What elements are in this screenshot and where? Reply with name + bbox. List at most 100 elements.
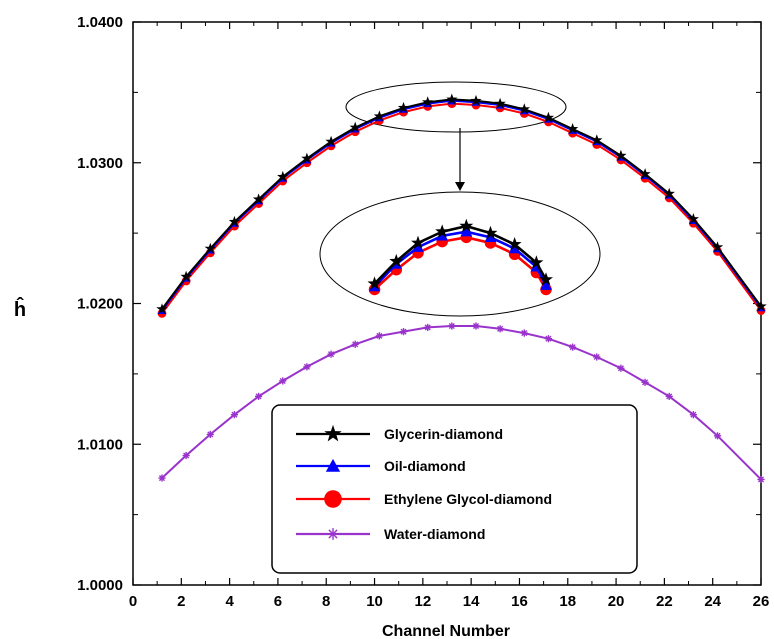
asterisk-marker — [641, 378, 649, 386]
triangle-marker — [508, 242, 521, 254]
y-tick-label: 1.0100 — [77, 436, 123, 453]
star-marker — [435, 224, 450, 238]
asterisk-marker — [593, 353, 601, 361]
axis-ticks: 0 2 4 6 8 10 12 14 16 18 20 22 24 261.00001.01001.020… — [77, 14, 769, 610]
asterisk-marker — [496, 325, 504, 333]
x-tick-label: 0 — [129, 593, 137, 610]
star-marker — [539, 272, 553, 286]
asterisk-stroke — [352, 341, 359, 348]
asterisk-marker — [327, 350, 335, 358]
asterisk-stroke — [400, 328, 407, 335]
star-marker — [252, 193, 265, 205]
star-marker — [639, 168, 651, 179]
zoom-ellipses — [319, 81, 601, 317]
asterisk-stroke — [424, 324, 431, 331]
x-tick-label: 6 — [274, 593, 282, 610]
star-marker — [422, 96, 434, 107]
asterisk-marker — [206, 430, 214, 438]
asterisk-marker — [665, 392, 673, 400]
asterisk-stroke — [757, 476, 765, 483]
x-tick-label: 14 — [463, 593, 480, 610]
legend-box — [271, 404, 638, 574]
asterisk-marker — [182, 451, 190, 460]
inset-series-line — [373, 235, 548, 291]
triangle-marker — [484, 231, 497, 242]
asterisk-marker — [448, 322, 456, 330]
x-tick-label: 4 — [225, 593, 234, 610]
star-marker — [518, 103, 530, 115]
legend-label: Glycerin-diamond — [384, 426, 503, 442]
x-tick-label: 16 — [511, 593, 528, 610]
zoom-arrow-head — [455, 182, 465, 191]
asterisk-marker — [303, 363, 311, 371]
asterisk-marker — [351, 340, 359, 348]
asterisk-marker — [399, 328, 408, 336]
x-tick-label: 24 — [704, 593, 721, 610]
asterisk-marker — [230, 411, 239, 419]
triangle-marker — [436, 230, 448, 241]
star-marker — [373, 110, 385, 122]
star-marker — [755, 300, 767, 312]
triangle-marker — [460, 225, 473, 237]
x-tick-label: 10 — [366, 593, 383, 610]
star-marker — [446, 93, 458, 105]
asterisk-stroke — [279, 377, 286, 384]
star-marker — [483, 225, 498, 240]
asterisk-stroke — [642, 379, 649, 386]
asterisk-stroke — [617, 365, 624, 372]
x-tick-label: 26 — [753, 593, 770, 610]
zoom-source-ellipse — [345, 81, 567, 133]
star-marker — [663, 187, 675, 199]
asterisk-stroke — [714, 432, 721, 439]
star-marker — [180, 270, 192, 282]
legend-label: Water-diamond — [384, 526, 485, 542]
asterisk-stroke — [255, 393, 262, 400]
x-tick-label: 2 — [177, 593, 185, 610]
star-marker — [459, 218, 474, 232]
asterisk-stroke — [690, 411, 697, 418]
asterisk-stroke — [448, 322, 455, 330]
star-marker — [325, 135, 337, 147]
y-tick-label: 1.0400 — [77, 14, 123, 31]
y-axis-label: ĥ — [14, 297, 26, 321]
asterisk-stroke — [328, 351, 335, 358]
star-marker — [591, 134, 603, 145]
asterisk-stroke — [231, 411, 238, 418]
legend-label: Oil-diamond — [384, 458, 466, 474]
y-tick-label: 1.0200 — [77, 296, 123, 313]
star-marker — [615, 149, 627, 161]
asterisk-marker — [520, 329, 528, 337]
asterisk-marker — [327, 528, 339, 540]
asterisk-marker — [569, 343, 577, 351]
star-marker — [367, 276, 382, 290]
star-marker — [324, 424, 342, 442]
star-marker — [529, 255, 544, 269]
asterisk-marker — [713, 432, 722, 440]
star-marker — [470, 94, 482, 106]
zoom-target-ellipse — [319, 191, 601, 317]
star-marker — [277, 170, 289, 182]
star-marker — [301, 152, 313, 164]
asterisk-marker — [757, 475, 765, 484]
star-marker — [228, 215, 241, 227]
x-axis-label: Channel Number — [382, 623, 510, 639]
series-line — [161, 98, 762, 310]
x-tick-label: 18 — [559, 593, 576, 610]
asterisk-marker — [617, 364, 625, 372]
asterisk-marker — [158, 474, 166, 482]
asterisk-marker — [255, 392, 263, 400]
asterisk-stroke — [472, 322, 480, 330]
asterisk-stroke — [328, 529, 338, 539]
asterisk-stroke — [593, 353, 600, 361]
zoom-inset — [367, 218, 553, 296]
star-marker — [349, 121, 361, 133]
asterisk-marker — [472, 322, 480, 330]
star-marker — [494, 97, 506, 109]
x-tick-label: 20 — [608, 593, 625, 610]
series-line — [161, 102, 762, 314]
legend-label: Ethylene Glycol-diamond — [384, 491, 552, 507]
asterisk-stroke — [545, 335, 552, 342]
star-marker — [397, 101, 410, 113]
asterisk-marker — [689, 411, 697, 419]
triangle-marker — [412, 241, 424, 252]
